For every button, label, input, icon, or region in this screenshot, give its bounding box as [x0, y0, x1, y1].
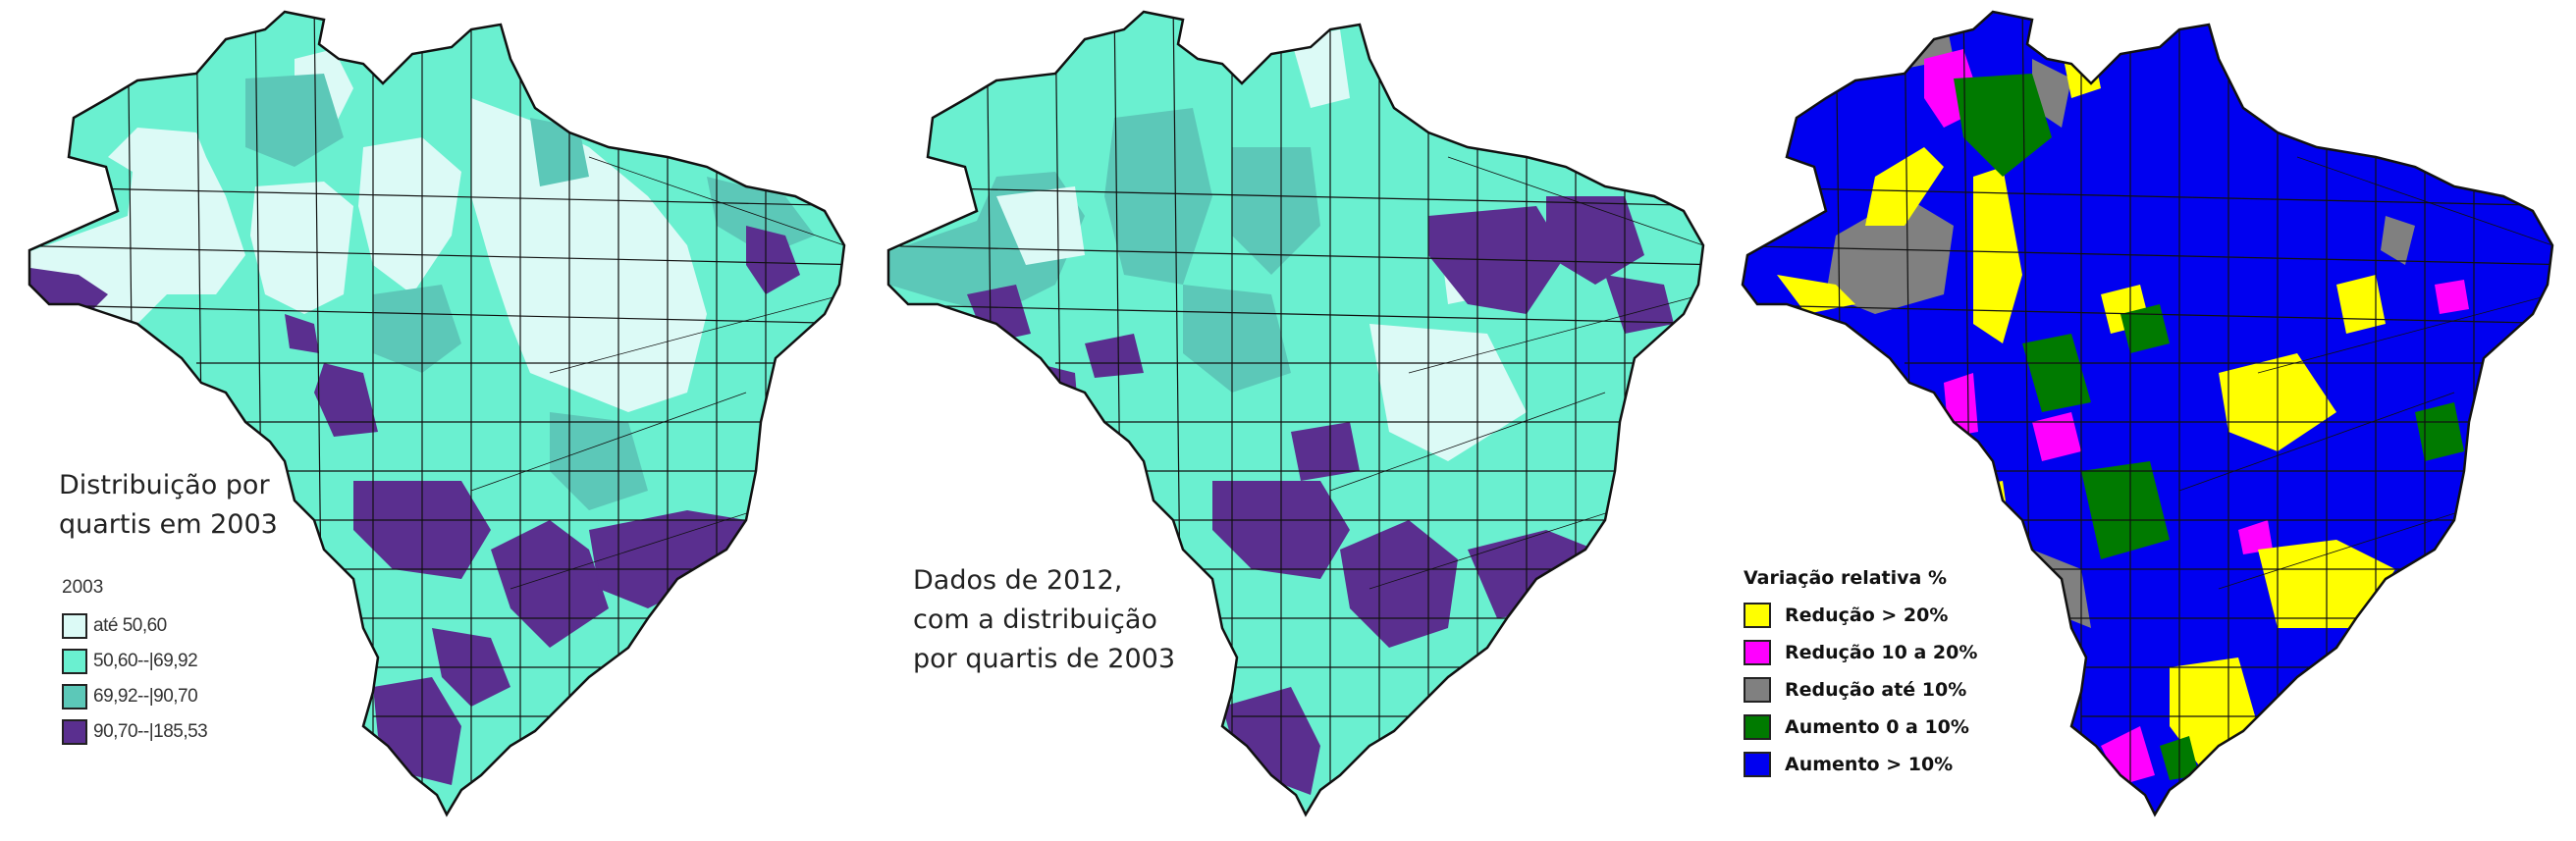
map2-region-q1 [996, 186, 1085, 265]
legend-label: 50,60--|69,92 [93, 651, 198, 671]
map3-region-aum0 [2022, 334, 2091, 412]
map1-legend-title: 2003 [62, 577, 104, 598]
map3-region-red10 [2435, 280, 2469, 314]
map3-legend-item: Redução 10 a 20% [1744, 634, 1977, 671]
map1-region-q4 [285, 314, 319, 353]
map3-legend-item: Aumento > 10% [1744, 746, 1977, 783]
legend-label: Aumento > 10% [1785, 754, 1954, 775]
map1-region-q1 [471, 98, 707, 412]
map-2012-quartiles: Dados de 2012, com a distribuição por qu… [859, 0, 1723, 841]
map2-caption-line: por quartis de 2003 [913, 644, 1176, 674]
map1-region-q3 [530, 118, 589, 186]
legend-label: 90,70--|185,53 [93, 721, 208, 742]
map1-legend-item: 90,70--|185,53 [62, 714, 208, 750]
map3-region-red20 [1944, 481, 2012, 559]
map2-region-q1 [1369, 324, 1527, 461]
map3-legend-item: Redução até 10% [1744, 671, 1977, 709]
legend-swatch [62, 649, 87, 674]
map1-caption-line: Distribuição por [59, 470, 270, 500]
map2-region-q4 [1036, 363, 1080, 437]
map3-legend: Variação relativa % Redução > 20% Reduçã… [1744, 567, 1977, 783]
brazil-map-2003 [27, 10, 846, 816]
map2-caption: Dados de 2012, com a distribuição por qu… [913, 561, 1175, 679]
legend-label: Redução > 20% [1785, 604, 1949, 626]
map1-legend-item: até 50,60 [62, 608, 207, 644]
map1-region-q3 [245, 74, 344, 167]
legend-swatch [1744, 603, 1771, 628]
map3-region-red10 [2032, 412, 2081, 461]
map3-region-red20 [1777, 275, 1855, 314]
map2-region-q4 [1222, 687, 1320, 795]
legend-label: 69,92--|90,70 [93, 686, 198, 707]
map1-region-q3 [373, 285, 461, 373]
legend-swatch [1744, 677, 1771, 703]
legend-label: Aumento 0 a 10% [1785, 716, 1969, 738]
map3-region-red10 [2238, 520, 2273, 554]
map1-region-q1 [250, 182, 353, 314]
legend-swatch [62, 719, 87, 745]
map2-caption-line: com a distribuição [913, 604, 1157, 635]
map1-municipal-borders [29, 12, 844, 815]
map3-region-red0 [2381, 216, 2415, 265]
map1-caption-line: quartis em 2003 [59, 509, 278, 540]
map1-legend: até 50,60 50,60--|69,92 69,92--|90,70 90… [62, 608, 208, 750]
map-relative-variation: Variação relativa % Redução > 20% Reduçã… [1708, 0, 2576, 841]
legend-label: Redução até 10% [1785, 679, 1967, 701]
legend-swatch [1744, 714, 1771, 740]
map3-region-aum0 [2120, 304, 2170, 353]
legend-swatch [1744, 640, 1771, 665]
map1-caption: Distribuição por quartis em 2003 [59, 466, 278, 545]
brazil-map-2012 [886, 10, 1705, 816]
map3-legend-title: Variação relativa % [1744, 567, 1947, 589]
legend-swatch [62, 613, 87, 639]
map3-region-aum0 [2415, 402, 2464, 461]
map1-legend-item: 50,60--|69,92 [62, 644, 207, 679]
map1-legend-item: 69,92--|90,70 [62, 679, 207, 714]
map3-legend-item: Redução > 20% [1744, 597, 1977, 634]
map3-region-red20 [1973, 167, 2022, 343]
map2-caption-line: Dados de 2012, [913, 565, 1123, 596]
brazil-map-variation [1741, 10, 2554, 816]
map3-region-red20 [1865, 147, 1944, 226]
map2-region-q3 [1232, 147, 1320, 275]
map3-region-aum0 [1954, 74, 2052, 177]
map3-region-aum0 [2081, 461, 2170, 559]
map3-legend-item: Aumento 0 a 10% [1744, 709, 1977, 746]
map1-region-q4 [746, 226, 800, 294]
map2-region-q3 [1183, 285, 1291, 393]
map2-region-q4 [1085, 334, 1144, 378]
map1-region-q3 [707, 177, 815, 255]
map3-region-red0 [1826, 196, 1954, 314]
map-2003-quartiles: Distribuição por quartis em 2003 2003 at… [0, 0, 864, 841]
map2-region-q3 [1104, 108, 1212, 285]
legend-swatch [1744, 752, 1771, 777]
map2-regions [888, 12, 1703, 815]
map1-region-q4 [373, 677, 461, 785]
legend-label: até 50,60 [93, 615, 167, 636]
map1-region-q4 [314, 363, 378, 437]
map2-region-q4 [1605, 275, 1674, 334]
legend-label: Redução 10 a 20% [1785, 642, 1978, 663]
legend-swatch [62, 684, 87, 710]
map2-region-q4 [1291, 422, 1360, 481]
